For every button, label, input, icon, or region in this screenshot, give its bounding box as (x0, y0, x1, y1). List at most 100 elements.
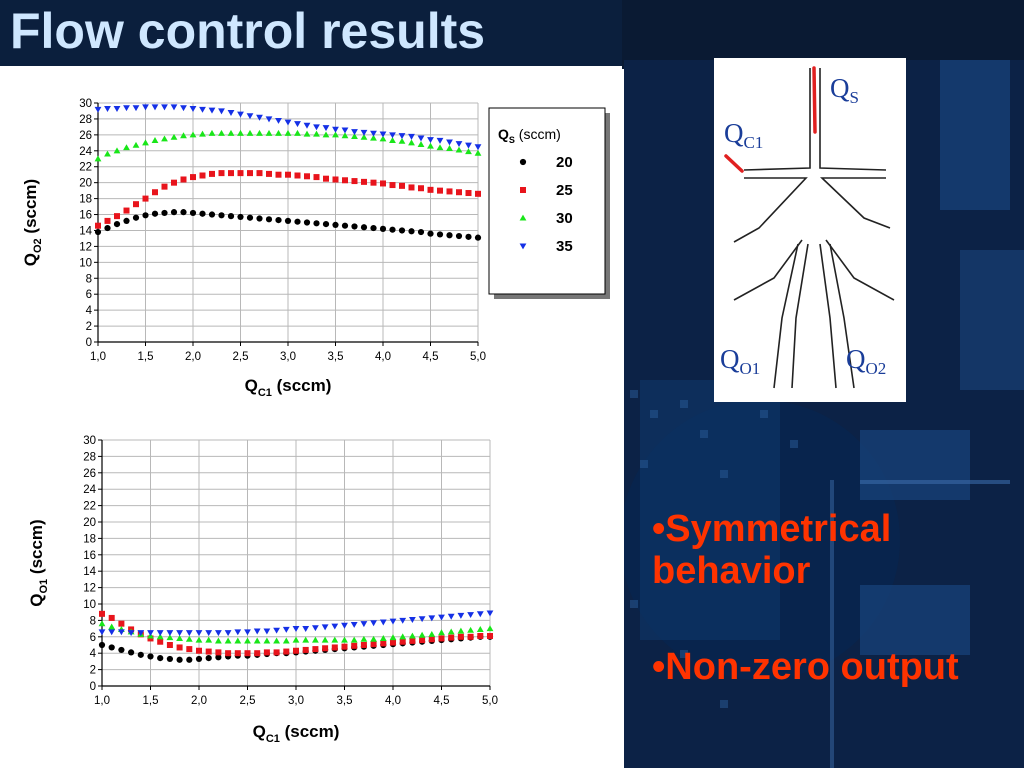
x-axis-label: QC1 (sccm) (253, 722, 340, 745)
data-point (218, 212, 225, 219)
x-tick-label: 4,5 (434, 695, 450, 707)
x-axis-label-unit: (sccm) (272, 376, 332, 395)
x-tick-label: 5,0 (470, 351, 486, 363)
channel-wall-left (743, 68, 811, 171)
legend-title-sub: S (509, 135, 515, 145)
data-point (313, 124, 320, 131)
y-axis-label-sub: O1 (38, 579, 50, 594)
data-point (215, 654, 222, 661)
data-point (142, 104, 149, 111)
data-point (246, 214, 254, 221)
y-tick-label: 14 (83, 566, 96, 578)
y-axis-label-main: Q (21, 253, 40, 266)
data-point (275, 217, 282, 224)
data-point (322, 131, 330, 138)
data-point (246, 129, 254, 136)
data-point (389, 182, 396, 189)
data-point (436, 144, 444, 151)
data-point (455, 232, 463, 240)
flow-diagram-drawing: QS QC1 QO1 QO2 (720, 66, 895, 389)
legend-label: 25 (556, 182, 573, 199)
data-point (199, 172, 206, 179)
data-point (151, 137, 159, 143)
y-tick-label: 0 (86, 337, 92, 349)
data-point (370, 130, 377, 137)
data-point (128, 649, 135, 656)
channel-outlet-right-outer (829, 243, 855, 389)
channel-outlet-right-inner (819, 243, 837, 389)
data-point (389, 618, 397, 625)
data-point (98, 629, 106, 636)
data-point (142, 139, 149, 146)
data-point (215, 649, 222, 656)
data-point (123, 144, 130, 151)
data-point (133, 201, 139, 208)
legend-title: QS (sccm) (498, 126, 561, 145)
data-point (418, 616, 426, 623)
data-point (156, 633, 164, 640)
legend-label: 35 (556, 238, 573, 255)
data-point (176, 644, 183, 651)
data-point (409, 632, 416, 639)
data-point (390, 639, 396, 646)
data-point (195, 655, 203, 663)
legend-marker (519, 158, 527, 166)
data-point (205, 630, 213, 637)
data-point (166, 630, 174, 637)
data-point (104, 224, 111, 232)
data-point (322, 645, 329, 652)
y-tick-label: 18 (83, 533, 96, 545)
data-point (322, 220, 330, 228)
data-point (351, 642, 358, 649)
data-point (447, 613, 455, 620)
data-point (341, 643, 348, 650)
series-30 (94, 129, 482, 162)
data-point (166, 655, 173, 663)
qc1-label: QC1 (724, 118, 763, 152)
data-point (161, 135, 168, 142)
y-tick-label: 6 (86, 289, 92, 301)
data-point (446, 139, 453, 146)
data-point (256, 114, 263, 121)
y-tick-label: 2 (86, 321, 92, 333)
data-point (428, 636, 435, 643)
data-point (157, 655, 164, 662)
data-point (487, 632, 493, 639)
data-point (142, 212, 149, 219)
data-point (108, 629, 116, 636)
data-point (428, 630, 436, 637)
data-point (171, 179, 177, 186)
data-point (467, 626, 474, 633)
data-point (360, 642, 367, 648)
data-point (170, 133, 178, 140)
data-point (195, 636, 203, 643)
data-point (427, 230, 434, 237)
data-point (436, 231, 444, 238)
data-point (199, 210, 206, 217)
title-bar: Flow control results (0, 0, 622, 69)
x-axis-label: QC1 (sccm) (245, 376, 332, 399)
y-axis-label: QO2 (sccm) (21, 179, 44, 266)
y-tick-label: 30 (83, 435, 96, 447)
data-point (151, 104, 159, 111)
series-25 (95, 170, 481, 229)
data-point (302, 646, 309, 653)
data-point (313, 220, 320, 227)
qo2-label: QO2 (846, 344, 886, 378)
data-point (370, 641, 377, 648)
channel-outlet-left-inner (791, 243, 809, 389)
data-point (476, 626, 484, 632)
y-tick-label: 4 (86, 305, 93, 317)
data-point (263, 628, 271, 635)
data-point (436, 137, 444, 144)
data-point (265, 216, 273, 223)
data-point (282, 626, 290, 633)
data-point (224, 637, 232, 644)
data-point (254, 650, 261, 657)
y-tick-label: 28 (79, 114, 92, 126)
data-point (313, 130, 320, 137)
data-point (292, 636, 300, 643)
data-point (380, 180, 386, 187)
data-point (457, 612, 465, 619)
